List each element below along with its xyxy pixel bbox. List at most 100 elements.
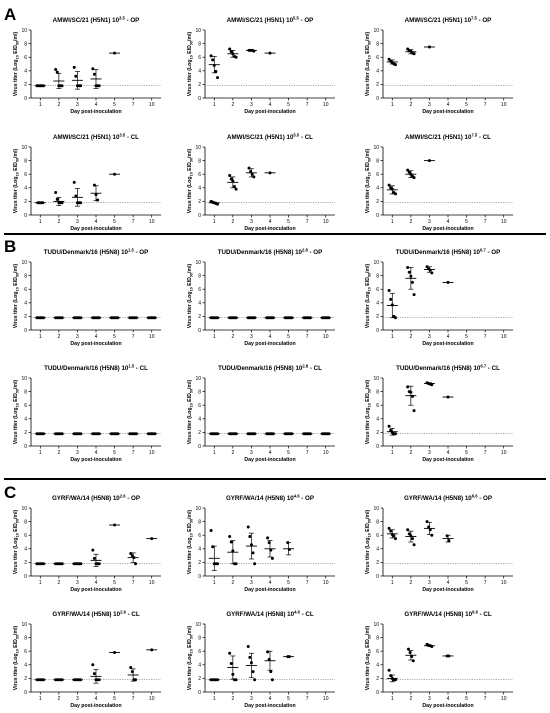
data-point [249,543,253,547]
data-point [409,534,413,538]
data-point [91,67,95,71]
data-point [393,678,397,682]
chart-panel-7: TUDU/Denmark/16 (H5N8) 101.5 - OP 0 2 4 6 8 10… [13,248,161,347]
data-point [389,674,393,678]
data-point [387,526,391,530]
x-tick-label: 7 [132,450,135,456]
chart-title: GYRF/WA/14 (H5N8) 106.6 - CL [404,610,492,619]
data-point [270,678,274,682]
x-tick-label: 10 [501,450,507,456]
x-axis-label: Day post-inoculation [422,341,473,347]
x-tick-label: 4 [269,219,272,225]
x-tick-label: 3 [428,334,431,340]
data-point [248,655,252,659]
y-tick-label: 4 [24,186,27,192]
y-tick-label: 6 [198,533,201,539]
data-point [410,280,414,284]
x-tick-label: 5 [465,219,468,225]
x-axis-label: Day post-inoculation [422,457,473,463]
y-tick-label: 6 [24,172,27,178]
y-tick-label: 4 [376,547,379,553]
x-tick-label: 4 [269,580,272,586]
x-tick-label: 10 [149,450,155,456]
y-tick-label: 0 [198,213,201,219]
y-axis-label: Virus titer (Log10 EID50/ml) [187,263,194,328]
data-point [153,432,157,436]
data-point [407,270,411,274]
data-point [211,58,215,62]
x-tick-label: 5 [287,219,290,225]
x-tick-label: 4 [447,580,450,586]
x-axis-label: Day post-inoculation [244,703,295,709]
y-tick-label: 10 [373,28,379,34]
data-point [268,171,272,175]
data-point [266,536,270,540]
x-tick-label: 4 [269,334,272,340]
data-point [269,670,273,674]
y-axis-label: Virus titer (Log10 EID50/ml) [13,263,20,328]
y-tick-label: 4 [198,69,201,75]
x-tick-label: 5 [287,696,290,702]
x-axis-label: Day post-inoculation [70,703,121,709]
data-point [234,678,238,682]
data-point [92,183,96,187]
data-point [427,45,431,49]
y-tick-label: 8 [198,41,201,47]
y-tick-label: 4 [24,301,27,307]
x-tick-label: 2 [57,219,60,225]
y-tick-label: 2 [24,199,27,205]
x-tick-label: 3 [250,334,253,340]
data-point [412,409,416,413]
y-tick-label: 6 [198,403,201,409]
data-point [232,184,236,188]
data-point [252,49,256,53]
data-point [92,72,96,76]
data-point [430,533,434,537]
y-tick-label: 6 [198,649,201,655]
y-tick-label: 2 [24,560,27,566]
data-point [327,432,331,436]
chart-panel-8: TUDU/Denmark/16 (H5N8) 102.8 - OP 0 2 4 6 8 10… [187,248,335,347]
x-tick-label: 1 [213,580,216,586]
y-tick-label: 2 [198,676,201,682]
x-tick-label: 2 [57,450,60,456]
x-tick-label: 1 [39,334,42,340]
x-tick-label: 4 [269,450,272,456]
chart-panel-11: TUDU/Denmark/16 (H5N8) 102.8 - CL 0 2 4 6 8 10… [187,364,335,463]
y-tick-label: 0 [198,96,201,102]
x-axis-label: Day post-inoculation [70,341,121,347]
x-tick-label: 10 [323,334,329,340]
x-tick-label: 7 [132,334,135,340]
x-tick-label: 7 [484,334,487,340]
data-point [55,197,59,201]
y-axis-label: Virus titer (Log10 EID50/ml) [365,31,372,96]
data-point [97,432,101,436]
x-tick-label: 4 [447,334,450,340]
data-point [229,661,233,665]
y-tick-label: 8 [24,158,27,164]
data-point [97,678,101,682]
x-axis-label: Day post-inoculation [244,587,295,593]
data-point [428,528,432,532]
y-tick-label: 6 [24,649,27,655]
x-axis-label: Day post-inoculation [244,226,295,232]
x-tick-label: 1 [39,580,42,586]
data-point [231,672,235,676]
data-point [427,525,431,529]
y-tick-label: 10 [21,376,27,382]
data-point [409,172,413,176]
x-tick-label: 5 [287,334,290,340]
chart-panel-12: TUDU/Denmark/16 (H5N8) 106.7 - CL 0 2 4 6 8 10… [365,364,513,463]
data-point [249,661,253,665]
x-tick-label: 4 [447,450,450,456]
data-point [406,168,410,172]
y-tick-label: 8 [198,158,201,164]
data-point [79,432,83,436]
y-tick-label: 4 [376,301,379,307]
chart-panel-9: TUDU/Denmark/16 (H5N8) 106.7 - OP 0 2 4 6 8 10… [365,248,513,347]
x-tick-label: 2 [231,450,234,456]
y-tick-label: 0 [24,690,27,696]
y-axis-label: Virus titer (Log10 EID50/ml) [13,625,20,690]
x-tick-label: 4 [447,219,450,225]
